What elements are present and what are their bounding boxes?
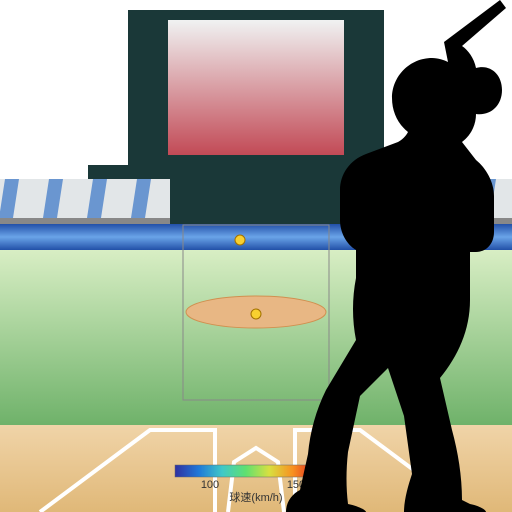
velocity-tick: 100 (201, 479, 219, 491)
velocity-axis-label: 球速(km/h) (229, 490, 282, 504)
pitch-marker (251, 309, 261, 319)
pitch-marker (235, 235, 245, 245)
scoreboard-base (170, 179, 342, 224)
scoreboard-screen (168, 20, 344, 155)
